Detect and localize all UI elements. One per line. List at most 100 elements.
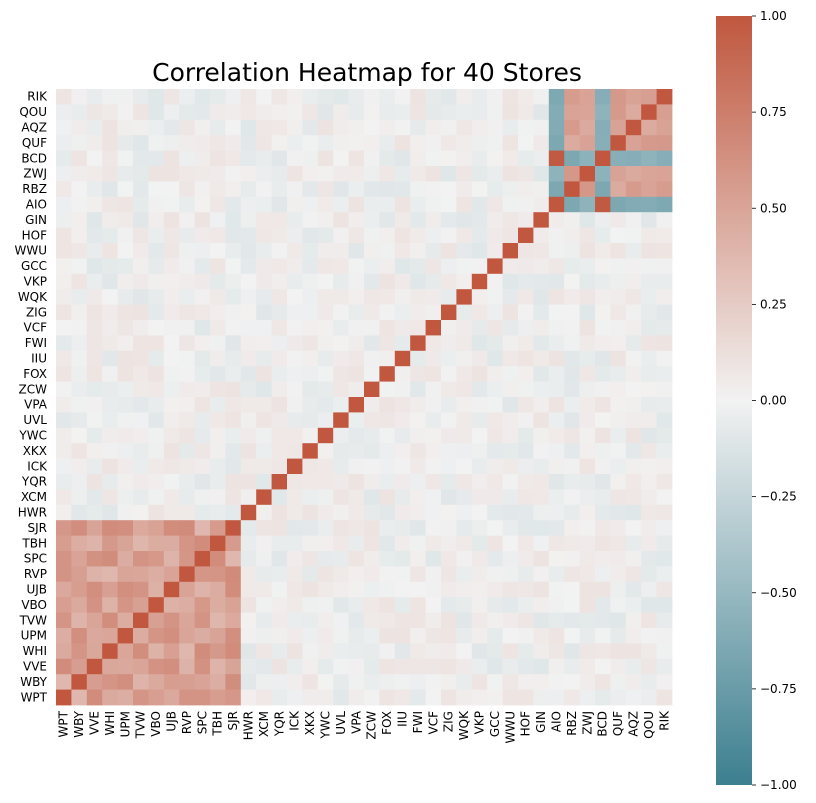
heatmap-cell-VKP-FOX xyxy=(379,273,396,290)
heatmap-cell-ZWJ-WBY xyxy=(71,166,88,182)
heatmap-cell-VVE-VKP xyxy=(471,658,488,675)
heatmap-cell-VPA-IIU xyxy=(394,397,411,413)
heatmap-cell-RBZ-UJB xyxy=(163,181,180,198)
heatmap-cell-ZCW-HWR xyxy=(240,381,257,398)
heatmap-cell-ZCW-GIN xyxy=(533,381,550,398)
y-tick-label-UJB: UJB xyxy=(26,583,47,597)
heatmap-cell-UJB-WQK xyxy=(456,581,473,598)
heatmap-cell-WHI-UVL xyxy=(333,643,349,660)
heatmap-cell-GIN-FWI xyxy=(410,212,426,228)
heatmap-cell-WBY-WBY xyxy=(71,674,88,690)
heatmap-cell-QOU-VKP xyxy=(471,104,488,121)
heatmap-cell-FOX-ZWJ xyxy=(579,366,596,382)
heatmap-cell-GIN-HWR xyxy=(240,212,257,228)
heatmap-cell-ZCW-AIO xyxy=(548,381,565,398)
heatmap-cell-HWR-RIK xyxy=(656,504,673,521)
heatmap-cell-AIO-FWI xyxy=(410,196,426,213)
heatmap-cell-GIN-ICK xyxy=(287,212,303,228)
heatmap-cell-QOU-WPT xyxy=(56,104,72,121)
heatmap-cell-GCC-WHI xyxy=(102,258,118,275)
y-tick-label-AIO: AIO xyxy=(26,198,47,212)
heatmap-cell-ZWJ-SJR xyxy=(225,166,242,182)
heatmap-cell-RVP-VCF xyxy=(425,566,442,583)
heatmap-cell-WBY-YWC xyxy=(317,674,334,690)
heatmap-cell-VPA-XKX xyxy=(302,397,319,413)
heatmap-cell-XKX-ZWJ xyxy=(579,443,596,459)
heatmap-cell-ZIG-XKX xyxy=(302,304,319,321)
heatmap-cell-WPT-TVW xyxy=(133,689,149,706)
heatmap-cell-WWU-QUF xyxy=(610,243,627,259)
heatmap-cell-XCM-SPC xyxy=(194,489,211,506)
heatmap-cell-YWC-HOF xyxy=(518,427,534,444)
heatmap-cell-YWC-ZIG xyxy=(441,427,457,444)
heatmap-cell-SJR-WWU xyxy=(502,520,519,536)
heatmap-cell-IIU-VBO xyxy=(148,350,165,367)
heatmap-cell-WQK-IIU xyxy=(394,289,411,305)
heatmap-cell-WWU-VKP xyxy=(471,243,488,259)
heatmap-cell-WBY-WWU xyxy=(502,674,519,690)
heatmap-cell-YQR-GCC xyxy=(487,474,503,490)
heatmap-cell-FOX-FOX xyxy=(379,366,396,382)
heatmap-cell-VKP-HOF xyxy=(518,273,534,290)
heatmap-cell-WHI-UPM xyxy=(117,643,134,660)
heatmap-cell-QOU-WBY xyxy=(71,104,88,121)
heatmap-cell-YQR-YWC xyxy=(317,474,334,490)
heatmap-cell-HOF-VKP xyxy=(471,227,488,244)
heatmap-cell-WBY-WHI xyxy=(102,674,118,690)
heatmap-cell-VKP-IIU xyxy=(394,273,411,290)
heatmap-cell-HOF-WPT xyxy=(56,227,72,244)
heatmap-cell-ICK-HOF xyxy=(518,458,534,475)
heatmap-cell-ZCW-VCF xyxy=(425,381,442,398)
heatmap-cell-RBZ-XCM xyxy=(256,181,272,198)
heatmap-cell-XCM-XKX xyxy=(302,489,319,506)
heatmap-cell-VCF-UVL xyxy=(333,320,349,336)
heatmap-cell-UJB-ZIG xyxy=(441,581,457,598)
heatmap-cell-GIN-RVP xyxy=(179,212,195,228)
heatmap-cell-HWR-WBY xyxy=(71,504,88,521)
heatmap-cell-FOX-GIN xyxy=(533,366,550,382)
heatmap-cell-ICK-VBO xyxy=(148,458,165,475)
heatmap-cell-YWC-XKX xyxy=(302,427,319,444)
heatmap-cell-YQR-WBY xyxy=(71,474,88,490)
heatmap-cell-VVE-ZIG xyxy=(441,658,457,675)
heatmap-cell-QOU-ICK xyxy=(287,104,303,121)
heatmap-cell-UVL-BCD xyxy=(595,412,611,429)
heatmap-cell-ICK-TVW xyxy=(133,458,149,475)
heatmap-cell-YQR-YQR xyxy=(271,474,288,490)
heatmap-cell-AQZ-GCC xyxy=(487,119,503,136)
heatmap-cell-RBZ-UPM xyxy=(117,181,134,198)
y-tick-label-YQR: YQR xyxy=(21,475,47,489)
heatmap-cell-VBO-AIO xyxy=(548,597,565,613)
heatmap-cell-RVP-FOX xyxy=(379,566,396,583)
heatmap-cell-ICK-AQZ xyxy=(625,458,642,475)
heatmap-cell-QOU-VCF xyxy=(425,104,442,121)
heatmap-cell-TVW-XCM xyxy=(256,612,272,629)
heatmap-cell-UPM-XKX xyxy=(302,628,319,644)
heatmap-cell-VKP-RVP xyxy=(179,273,195,290)
heatmap-cell-UPM-UVL xyxy=(333,628,349,644)
heatmap-cell-XKX-WBY xyxy=(71,443,88,459)
heatmap-cell-WQK-VPA xyxy=(348,289,365,305)
heatmap-cell-RVP-RVP xyxy=(179,566,195,583)
heatmap-cell-SJR-RVP xyxy=(179,520,195,536)
heatmap-cell-AIO-UVL xyxy=(333,196,349,213)
heatmap-cell-QUF-XCM xyxy=(256,135,272,151)
heatmap-cell-XCM-AIO xyxy=(548,489,565,506)
heatmap-cell-GIN-SPC xyxy=(194,212,211,228)
heatmap-cell-ZCW-UVL xyxy=(333,381,349,398)
heatmap-cell-FWI-WHI xyxy=(102,335,118,352)
heatmap-cell-VPA-FWI xyxy=(410,397,426,413)
heatmap-cell-YWC-TBH xyxy=(210,427,226,444)
heatmap-cell-BCD-XKX xyxy=(302,150,319,167)
heatmap-cell-TVW-FOX xyxy=(379,612,396,629)
heatmap-cell-VPA-SPC xyxy=(194,397,211,413)
heatmap-cell-WBY-HOF xyxy=(518,674,534,690)
heatmap-cell-UVL-UJB xyxy=(163,412,180,429)
heatmap-cell-WHI-AQZ xyxy=(625,643,642,660)
heatmap-cell-SPC-RBZ xyxy=(564,551,580,567)
heatmap-cell-AQZ-YWC xyxy=(317,119,334,136)
heatmap-cell-RIK-YWC xyxy=(317,89,334,105)
heatmap-cell-QOU-UJB xyxy=(163,104,180,121)
heatmap-cell-GCC-HWR xyxy=(240,258,257,275)
heatmap-cell-RVP-VPA xyxy=(348,566,365,583)
